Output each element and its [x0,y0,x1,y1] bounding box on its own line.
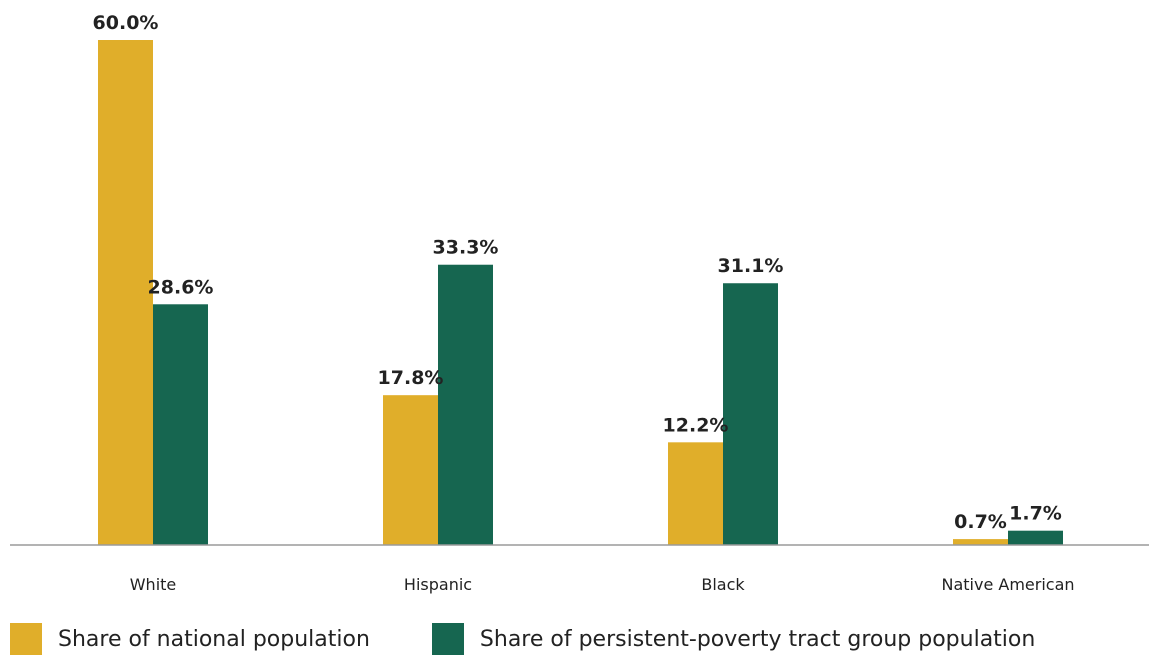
bar-black-series-1 [668,442,723,545]
bar-native-american-series-1 [953,539,1008,545]
legend-item-national: Share of national population [10,623,370,655]
bar-black-series-2 [723,283,778,545]
legend-swatch-persistent-poverty [431,623,464,655]
bar-labels-group: 60.0% 28.6% 17.8% 33.3% 12.2% 31.1% 0.7% 1.7% [93,12,1062,533]
legend-label-national: Share of national population [58,626,370,652]
bar-white-series-2 [153,304,208,545]
data-label-black-series-2: 31.1% [718,255,784,277]
category-label-hispanic: Hispanic [404,575,472,594]
bar-white-series-1 [98,40,153,545]
category-label-black: Black [701,575,745,594]
data-label-hispanic-series-1: 17.8% [378,367,444,389]
category-labels-group: White Hispanic Black Native American [130,575,1075,594]
data-label-white-series-1: 60.0% [93,12,159,34]
data-label-native-american-series-2: 1.7% [1009,503,1062,525]
category-label-white: White [130,575,177,594]
data-label-native-american-series-1: 0.7% [954,511,1007,533]
bar-hispanic-series-2 [438,264,493,545]
legend: Share of national population Share of pe… [10,623,1035,655]
bar-hispanic-series-1 [383,395,438,545]
category-label-native-american: Native American [941,575,1074,594]
legend-swatch-national [10,623,42,655]
bar-native-american-series-2 [1008,530,1063,545]
legend-label-persistent-poverty: Share of persistent-poverty tract group … [479,626,1036,652]
data-label-white-series-2: 28.6% [148,276,214,298]
legend-item-persistent-poverty: Share of persistent-poverty tract group … [431,623,1036,655]
data-label-black-series-1: 12.2% [663,414,729,436]
data-label-hispanic-series-2: 33.3% [433,237,499,259]
bars-group [98,40,1063,545]
